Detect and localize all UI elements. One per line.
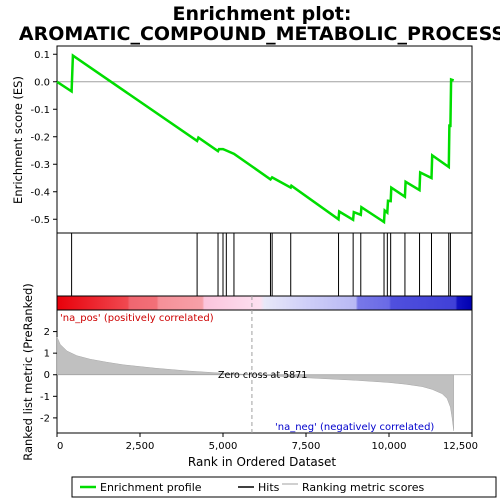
es-tick-label: -0.1 <box>30 105 50 116</box>
es-panel-frame <box>56 45 473 234</box>
metric-tick-label: 1 <box>44 349 50 360</box>
x-tick-label: 10,000 <box>372 441 407 452</box>
ranking-color-bar <box>56 295 473 311</box>
legend-profile-label: Enrichment profile <box>100 481 202 494</box>
metric-axis-ticks: 2 1 0 -1 -2 <box>40 327 57 424</box>
es-tick-label: -0.4 <box>30 187 50 198</box>
metric-tick-label: 2 <box>44 327 50 338</box>
es-tick-label: -0.2 <box>30 132 50 143</box>
hits-marks <box>71 233 451 296</box>
x-tick-label: 5,000 <box>209 441 238 452</box>
legend-hits-label: Hits <box>258 481 280 494</box>
es-tick-label: -0.5 <box>30 215 50 226</box>
x-axis-ticks: 0 2,500 5,000 7,500 10,000 12,500 <box>56 433 478 452</box>
hits-panel-frame <box>56 232 473 297</box>
enrichment-profile-line <box>56 53 455 225</box>
metric-tick-label: 0 <box>44 370 50 381</box>
neg-correlated-label: 'na_neg' (negatively correlated) <box>275 422 434 433</box>
x-tick-label: 2,500 <box>126 441 155 452</box>
pos-correlated-label: 'na_pos' (positively correlated) <box>60 313 214 324</box>
title-line-2: AROMATIC_COMPOUND_METABOLIC_PROCESS <box>19 23 500 45</box>
x-tick-label: 12,500 <box>443 441 478 452</box>
metric-tick-label: -2 <box>40 413 50 424</box>
es-axis-label: Enrichment score (ES) <box>11 76 25 204</box>
es-tick-label: -0.3 <box>30 160 50 171</box>
es-tick-label: 0.0 <box>34 77 50 88</box>
zero-cross-label: Zero cross at 5871 <box>218 370 307 381</box>
metric-tick-label: -1 <box>40 392 50 403</box>
metric-axis-label: Ranked list metric (PreRanked) <box>21 283 35 461</box>
x-axis-label: Rank in Ordered Dataset <box>188 455 336 469</box>
ranking-metric-area <box>56 336 454 431</box>
x-tick-label: 0 <box>57 441 63 452</box>
title-line-1: Enrichment plot: <box>173 3 352 25</box>
es-tick-label: 0.1 <box>34 50 50 61</box>
es-axis-ticks: 0.1 0.0 -0.1 -0.2 -0.3 -0.4 -0.5 <box>30 50 57 226</box>
legend-metric-label: Ranking metric scores <box>302 481 424 494</box>
legend-box <box>71 476 497 498</box>
x-tick-label: 7,500 <box>292 441 321 452</box>
